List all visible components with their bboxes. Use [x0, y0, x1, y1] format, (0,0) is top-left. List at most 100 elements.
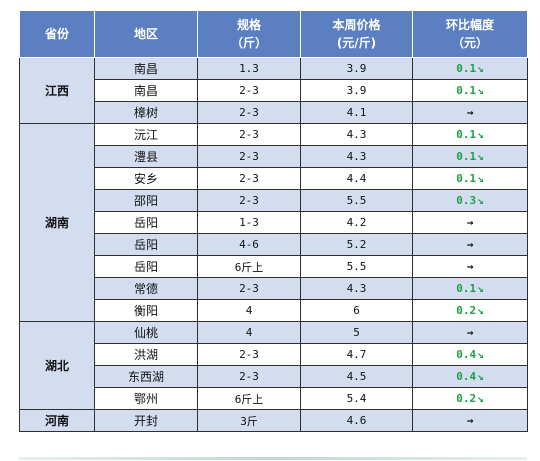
change-cell: → — [412, 233, 528, 256]
bottom-divider — [19, 457, 527, 460]
region-cell: 南昌 — [94, 57, 198, 80]
change-cell: 0.2↘ — [412, 387, 528, 410]
change-value: 0.1 — [456, 128, 477, 141]
table-body: 江西 南昌 1.3 3.9 0.1↘ 南昌 2-3 3.9 0.1↘ 樟树 2-3 4.1 → 湖南 沅江 2… — [19, 57, 528, 432]
province-cell: 湖北 — [19, 321, 95, 410]
change-cell: 0.1↘ — [412, 167, 528, 190]
change-cell: → — [412, 409, 528, 432]
spec-cell: 2-3 — [197, 79, 301, 102]
table-row: 岳阳 6斤上 5.5 → — [20, 255, 528, 278]
table-row: 南昌 2-3 3.9 0.1↘ — [20, 79, 528, 102]
spec-cell: 2-3 — [197, 365, 301, 388]
table-row: 岳阳 4-6 5.2 → — [20, 233, 528, 256]
header-spec-line2: （斤） — [230, 36, 267, 50]
table-row: 湖南 沅江 2-3 4.3 0.1↘ — [19, 123, 528, 322]
table-row: 东西湖 2-3 4.5 0.4↘ — [20, 365, 528, 388]
spec-cell: 2-3 — [197, 277, 301, 300]
trend-down-arrow-icon: ↘ — [477, 282, 484, 295]
region-cell: 岳阳 — [94, 211, 198, 234]
price-cell: 5.2 — [300, 233, 413, 256]
spec-cell: 2-3 — [197, 101, 301, 124]
change-value: 0.2 — [456, 304, 477, 317]
trend-down-arrow-icon: ↘ — [477, 370, 484, 383]
trend-down-arrow-icon: ↘ — [477, 150, 484, 163]
change-cell: 0.2↘ — [412, 299, 528, 322]
header-price-line1: 本周价格 — [332, 18, 381, 32]
change-cell: 0.1↘ — [412, 123, 528, 146]
price-cell: 3.9 — [300, 57, 413, 80]
change-cell: 0.1↘ — [412, 57, 528, 80]
price-cell: 4.6 — [300, 409, 413, 432]
spec-cell: 2-3 — [197, 167, 301, 190]
change-value: 0.3 — [456, 194, 477, 207]
change-value: 0.1 — [456, 150, 477, 163]
table-row: 洪湖 2-3 4.7 0.4↘ — [20, 343, 528, 366]
trend-flat-arrow-icon: → — [466, 260, 474, 273]
change-cell: → — [412, 101, 528, 124]
price-cell: 5 — [300, 321, 413, 344]
spec-cell: 3斤 — [197, 409, 301, 432]
table-row: 岳阳 1-3 4.2 → — [20, 211, 528, 234]
region-cell: 开封 — [94, 409, 198, 432]
price-table: 省份 地区 规格 （斤） 本周价格 (元/斤) 环比幅度 （元） 江西 南昌 1.3… — [19, 10, 528, 432]
trend-down-arrow-icon: ↘ — [477, 304, 484, 317]
region-cell: 岳阳 — [94, 233, 198, 256]
spec-cell: 2-3 — [197, 343, 301, 366]
header-change: 环比幅度 （元） — [412, 10, 528, 58]
change-value: 0.1 — [456, 282, 477, 295]
change-value: 0.1 — [456, 172, 477, 185]
region-cell: 沅江 — [94, 123, 198, 146]
province-cell: 江西 — [19, 57, 95, 124]
header-province: 省份 — [19, 10, 95, 58]
region-cell: 安乡 — [94, 167, 198, 190]
province-cell: 湖南 — [19, 123, 95, 322]
table-row: 河南 开封 3斤 4.6 → — [19, 409, 528, 432]
table-row: 江西 南昌 1.3 3.9 0.1↘ — [19, 57, 528, 124]
trend-down-arrow-icon: ↘ — [477, 84, 484, 97]
table-row: 衡阳 4 6 0.2↘ — [20, 299, 528, 322]
price-cell: 5.4 — [300, 387, 413, 410]
province-cell: 河南 — [19, 409, 95, 432]
price-cell: 4.2 — [300, 211, 413, 234]
trend-flat-arrow-icon: → — [466, 238, 474, 251]
region-cell: 衡阳 — [94, 299, 198, 322]
region-cell: 澧县 — [94, 145, 198, 168]
price-table-container: 省份 地区 规格 （斤） 本周价格 (元/斤) 环比幅度 （元） 江西 南昌 1.3… — [19, 10, 528, 432]
price-cell: 6 — [300, 299, 413, 322]
change-cell: → — [412, 321, 528, 344]
region-cell: 樟树 — [94, 101, 198, 124]
spec-cell: 6斤上 — [197, 387, 301, 410]
header-change-line1: 环比幅度 — [445, 18, 494, 32]
region-cell: 洪湖 — [94, 343, 198, 366]
header-spec: 规格 （斤） — [197, 10, 301, 58]
trend-down-arrow-icon: ↘ — [477, 62, 484, 75]
spec-cell: 4-6 — [197, 233, 301, 256]
header-spec-line1: 规格 — [236, 18, 261, 32]
spec-cell: 2-3 — [197, 145, 301, 168]
region-cell: 邵阳 — [94, 189, 198, 212]
change-cell: → — [412, 211, 528, 234]
change-value: 0.4 — [456, 370, 477, 383]
region-cell: 鄂州 — [94, 387, 198, 410]
spec-cell: 6斤上 — [197, 255, 301, 278]
price-cell: 4.4 — [300, 167, 413, 190]
header-region: 地区 — [94, 10, 198, 58]
change-cell: 0.4↘ — [412, 343, 528, 366]
region-cell: 东西湖 — [94, 365, 198, 388]
change-cell: → — [412, 255, 528, 278]
header-change-line2: （元） — [451, 36, 488, 50]
price-cell: 4.3 — [300, 277, 413, 300]
trend-down-arrow-icon: ↘ — [477, 392, 484, 405]
header-price-line2: (元/斤) — [336, 36, 377, 50]
price-cell: 4.5 — [300, 365, 413, 388]
table-row: 常德 2-3 4.3 0.1↘ — [20, 277, 528, 300]
region-cell: 常德 — [94, 277, 198, 300]
trend-flat-arrow-icon: → — [466, 216, 474, 229]
change-cell: 0.1↘ — [412, 277, 528, 300]
table-row: 樟树 2-3 4.1 → — [20, 101, 528, 124]
region-cell: 岳阳 — [94, 255, 198, 278]
table-row: 鄂州 6斤上 5.4 0.2↘ — [20, 387, 528, 410]
change-cell: 0.1↘ — [412, 145, 528, 168]
trend-flat-arrow-icon: → — [466, 414, 474, 427]
table-header-row: 省份 地区 规格 （斤） 本周价格 (元/斤) 环比幅度 （元） — [19, 10, 528, 58]
